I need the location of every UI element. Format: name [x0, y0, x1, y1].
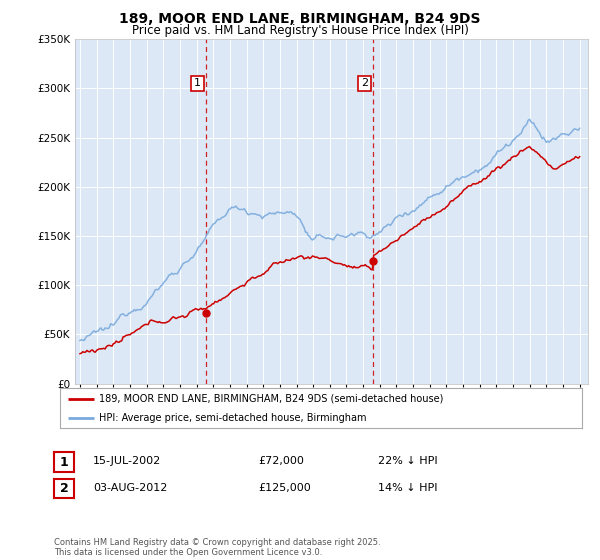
Text: Price paid vs. HM Land Registry's House Price Index (HPI): Price paid vs. HM Land Registry's House …	[131, 24, 469, 37]
Text: 14% ↓ HPI: 14% ↓ HPI	[378, 483, 437, 493]
Text: 1: 1	[60, 455, 68, 469]
Text: 189, MOOR END LANE, BIRMINGHAM, B24 9DS: 189, MOOR END LANE, BIRMINGHAM, B24 9DS	[119, 12, 481, 26]
Text: 2: 2	[361, 78, 368, 88]
Text: £125,000: £125,000	[258, 483, 311, 493]
Text: HPI: Average price, semi-detached house, Birmingham: HPI: Average price, semi-detached house,…	[99, 413, 367, 423]
Text: £72,000: £72,000	[258, 456, 304, 466]
Text: Contains HM Land Registry data © Crown copyright and database right 2025.
This d: Contains HM Land Registry data © Crown c…	[54, 538, 380, 557]
Text: 22% ↓ HPI: 22% ↓ HPI	[378, 456, 437, 466]
Text: 15-JUL-2002: 15-JUL-2002	[93, 456, 161, 466]
Text: 1: 1	[194, 78, 201, 88]
Text: 189, MOOR END LANE, BIRMINGHAM, B24 9DS (semi-detached house): 189, MOOR END LANE, BIRMINGHAM, B24 9DS …	[99, 394, 443, 404]
Text: 2: 2	[60, 482, 68, 496]
Text: 03-AUG-2012: 03-AUG-2012	[93, 483, 167, 493]
